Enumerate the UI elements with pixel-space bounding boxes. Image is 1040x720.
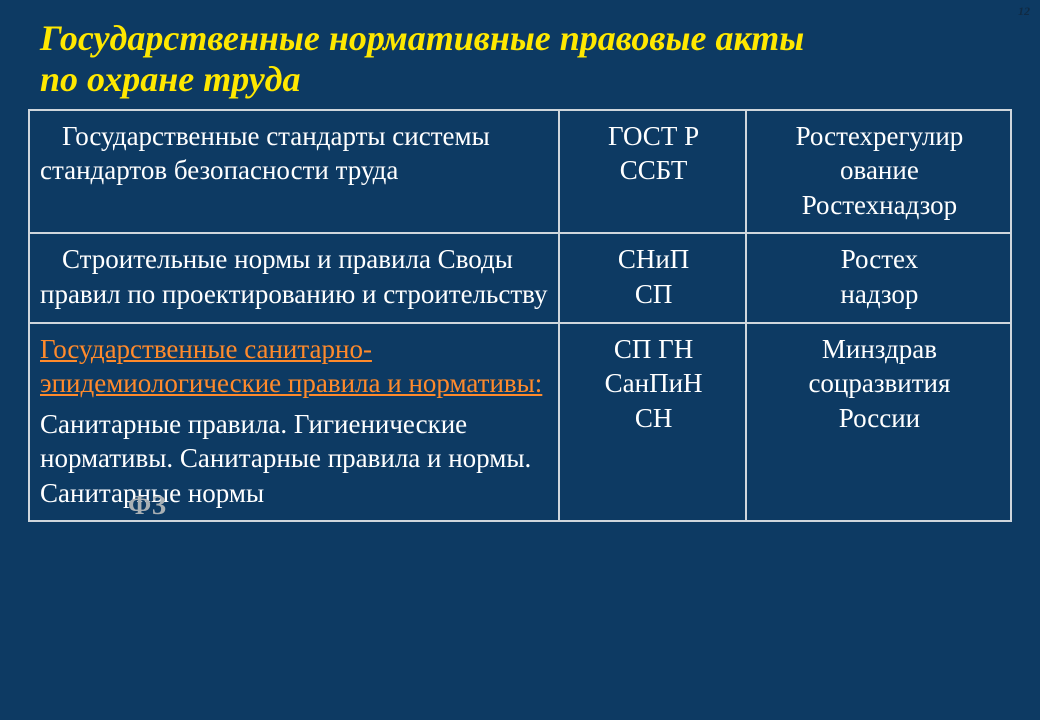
page-number: 12 xyxy=(1018,4,1030,19)
table-row: Строительные нормы и правила Своды прави… xyxy=(29,233,1011,322)
cell-description: Строительные нормы и правила Своды прави… xyxy=(29,233,559,322)
auth-line: Минздрав xyxy=(822,334,937,364)
cell-abbreviation: СП ГН СанПиН СН xyxy=(559,323,746,522)
cell-authority: Минздрав соцразвития России xyxy=(746,323,1011,522)
title-line-1: Государственные нормативные правовые акт… xyxy=(40,18,804,58)
cell-description: Государственные санитарно-эпидемиологиче… xyxy=(29,323,559,522)
regulations-table: Государственные стандарты системы станда… xyxy=(28,109,1012,522)
row1-desc: Государственные стандарты системы станда… xyxy=(40,121,490,186)
abbr-line: ГОСТ Р xyxy=(608,121,699,151)
sanitary-rules-link[interactable]: Государственные санитарно-эпидемиологиче… xyxy=(40,334,542,399)
auth-line: Ростех xyxy=(841,244,918,274)
cell-authority: Ростехрегулир ование Ростехнадзор xyxy=(746,110,1011,234)
row3-desc-after: Санитарные правила. Гигиенические нормат… xyxy=(40,409,531,508)
abbr-line: СН xyxy=(635,403,673,433)
title-line-2: по охране труда xyxy=(40,59,301,99)
abbr-line: ССБТ xyxy=(620,155,688,185)
auth-line: надзор xyxy=(840,279,918,309)
abbr-line: СП ГН xyxy=(614,334,693,364)
abbr-line: СНиП xyxy=(618,244,689,274)
cell-description: Государственные стандарты системы станда… xyxy=(29,110,559,234)
abbr-line: СП xyxy=(635,279,673,309)
cell-abbreviation: ГОСТ Р ССБТ xyxy=(559,110,746,234)
auth-line: соцразвития xyxy=(808,368,950,398)
cell-abbreviation: СНиП СП xyxy=(559,233,746,322)
auth-line: ование xyxy=(840,155,919,185)
auth-line: Ростехрегулир xyxy=(796,121,964,151)
auth-line: Ростехнадзор xyxy=(802,190,957,220)
table-row: Государственные стандарты системы станда… xyxy=(29,110,1011,234)
table-row: Государственные санитарно-эпидемиологиче… xyxy=(29,323,1011,522)
abbr-line: СанПиН xyxy=(605,368,703,398)
slide: 12 Государственные нормативные правовые … xyxy=(0,0,1040,720)
auth-line: России xyxy=(839,403,920,433)
cell-authority: Ростех надзор xyxy=(746,233,1011,322)
slide-title: Государственные нормативные правовые акт… xyxy=(0,0,1040,109)
regulations-table-wrap: Государственные стандарты системы станда… xyxy=(28,109,1012,522)
row2-desc: Строительные нормы и правила Своды прави… xyxy=(40,244,547,309)
